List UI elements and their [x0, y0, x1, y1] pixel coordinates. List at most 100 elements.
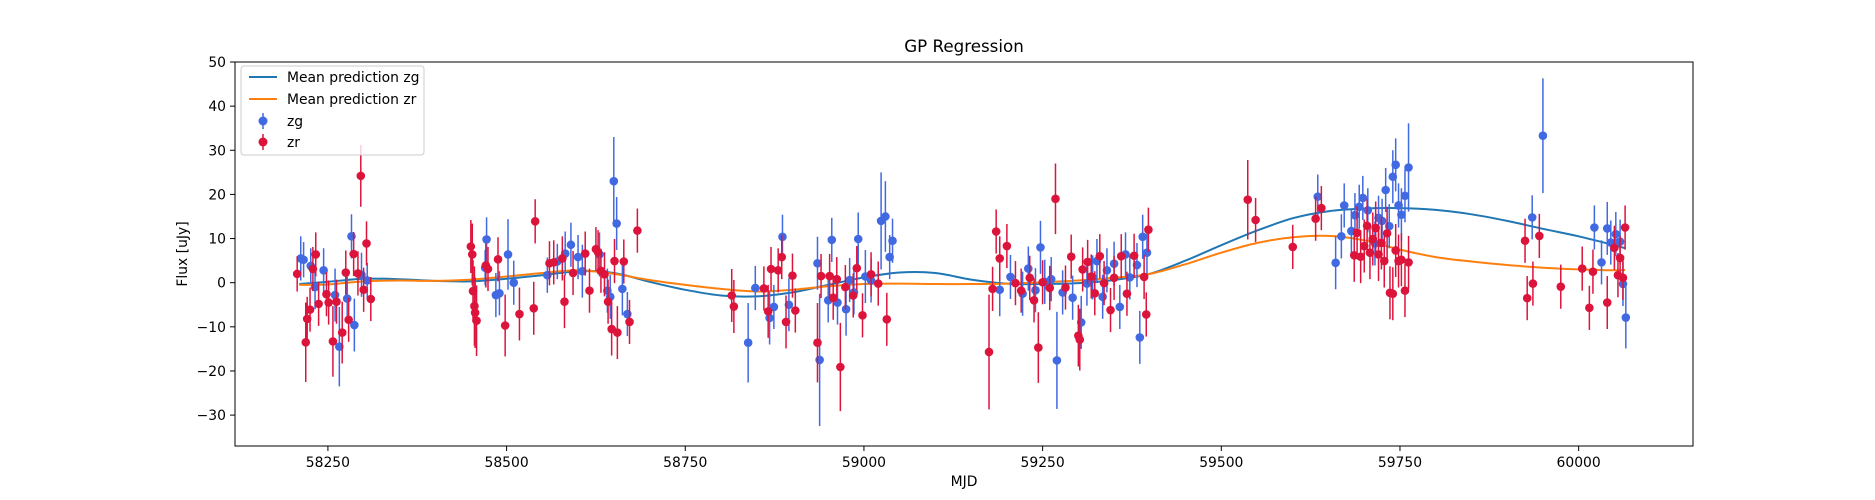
data-point-zg: [618, 262, 627, 316]
y-tick-label: 0: [217, 276, 226, 292]
data-point-zr: [991, 209, 1001, 254]
data-point-zg: [743, 302, 753, 383]
line-mean-prediction-zg: [299, 207, 1626, 298]
data-point-zg: [1538, 78, 1548, 194]
data-point-zg: [495, 271, 504, 316]
data-point-zg: [609, 137, 619, 226]
data-point-zr: [759, 266, 769, 311]
data-point-zg: [503, 219, 513, 290]
data-point-zr: [873, 261, 883, 306]
data-point-zr: [305, 287, 315, 332]
data-point-zr: [1116, 234, 1126, 279]
data-point-zr: [610, 238, 619, 284]
data-point-zr: [1243, 159, 1253, 240]
data-point-zr: [1352, 206, 1362, 260]
data-point-zg: [1138, 214, 1147, 259]
data-point-zr: [344, 297, 353, 342]
legend-label-zr-line: Mean prediction zr: [287, 92, 417, 108]
data-point-zr: [362, 221, 371, 266]
data-point-zr: [580, 231, 590, 276]
data-point-zg: [1036, 220, 1045, 274]
data-point-zr: [763, 284, 773, 338]
y-tick-label: −20: [197, 364, 226, 380]
data-point-zg: [1404, 123, 1413, 212]
data-point-zr: [1317, 186, 1326, 231]
x-tick-label: 59500: [1199, 455, 1243, 471]
data-point-zr: [1122, 271, 1132, 316]
data-point-zr: [600, 252, 609, 297]
data-point-zr: [558, 236, 567, 281]
data-point-zr: [1528, 261, 1538, 306]
data-point-zg: [1590, 205, 1599, 250]
data-point-zr: [1034, 312, 1043, 383]
y-axis-label: Flux [uJy]: [175, 221, 191, 286]
data-point-zg: [1391, 138, 1400, 192]
data-point-zr: [328, 306, 338, 377]
x-tick-label: 60000: [1557, 455, 1601, 471]
data-point-zr: [995, 236, 1005, 281]
data-point-zr: [529, 281, 539, 335]
data-point-zr: [314, 281, 323, 326]
data-point-zr: [841, 265, 850, 310]
y-tick-label: −30: [197, 408, 226, 424]
data-point-zr: [1251, 197, 1260, 243]
data-point-zr: [359, 267, 368, 312]
data-point-zr: [1585, 285, 1594, 330]
data-point-zg: [1006, 254, 1015, 300]
data-point-zr: [825, 254, 834, 299]
data-point-zr: [472, 285, 481, 356]
data-point-zr: [1535, 213, 1544, 258]
data-point-zr: [1090, 271, 1100, 316]
data-point-zr: [1522, 276, 1532, 321]
data-point-zr: [366, 276, 376, 322]
data-point-zr: [493, 237, 503, 282]
data-point-zr: [1382, 206, 1392, 260]
data-point-zg: [1602, 201, 1612, 255]
data-point-zr: [341, 250, 351, 295]
data-point-zg: [827, 217, 837, 262]
data-point-zr: [858, 293, 867, 338]
data-point-zg: [1597, 240, 1606, 285]
data-point-zr: [324, 280, 333, 325]
data-point-zr: [1075, 308, 1085, 371]
x-tick-label: 58500: [484, 455, 528, 471]
data-point-zg: [1052, 311, 1062, 409]
data-point-zg: [566, 222, 576, 267]
data-point-zg: [853, 212, 863, 266]
data-point-zr: [816, 254, 826, 299]
data-point-zr: [1388, 267, 1398, 321]
data-point-zg: [1400, 169, 1410, 223]
data-point-zr: [332, 279, 341, 324]
data-point-zr: [1144, 207, 1153, 252]
data-point-zr: [625, 299, 634, 345]
y-tick-label: −10: [197, 320, 226, 336]
data-point-zr: [560, 275, 569, 329]
data-point-zg: [1339, 183, 1349, 228]
data-point-zg: [509, 260, 519, 305]
data-point-zr: [781, 295, 791, 349]
data-point-zr: [1610, 225, 1619, 270]
data-point-zr: [1078, 247, 1087, 292]
data-point-zr: [337, 301, 347, 364]
data-point-zr: [1002, 223, 1012, 269]
data-point-zg: [1621, 286, 1631, 349]
data-point-zr: [852, 246, 862, 291]
data-point-zr: [1588, 249, 1598, 294]
data-point-zr: [848, 273, 858, 318]
data-point-zr: [1025, 255, 1035, 300]
data-point-zr: [1311, 196, 1320, 241]
legend-label-zg-line: Mean prediction zg: [287, 70, 419, 86]
data-point-zg: [299, 242, 308, 278]
data-point-zg: [1331, 236, 1340, 290]
data-point-zr: [1141, 292, 1151, 337]
data-point-zr: [549, 240, 559, 285]
data-point-zr: [1099, 261, 1109, 306]
x-axis-label: MJD: [951, 474, 978, 490]
plot-area-frame: [234, 61, 1694, 447]
legend-swatch-zr-points: [258, 134, 268, 150]
data-point-zr: [515, 287, 524, 341]
y-tick-label: 30: [208, 143, 226, 159]
legend-label-zg-points: zg: [287, 114, 303, 130]
data-point-zr: [1620, 205, 1630, 250]
